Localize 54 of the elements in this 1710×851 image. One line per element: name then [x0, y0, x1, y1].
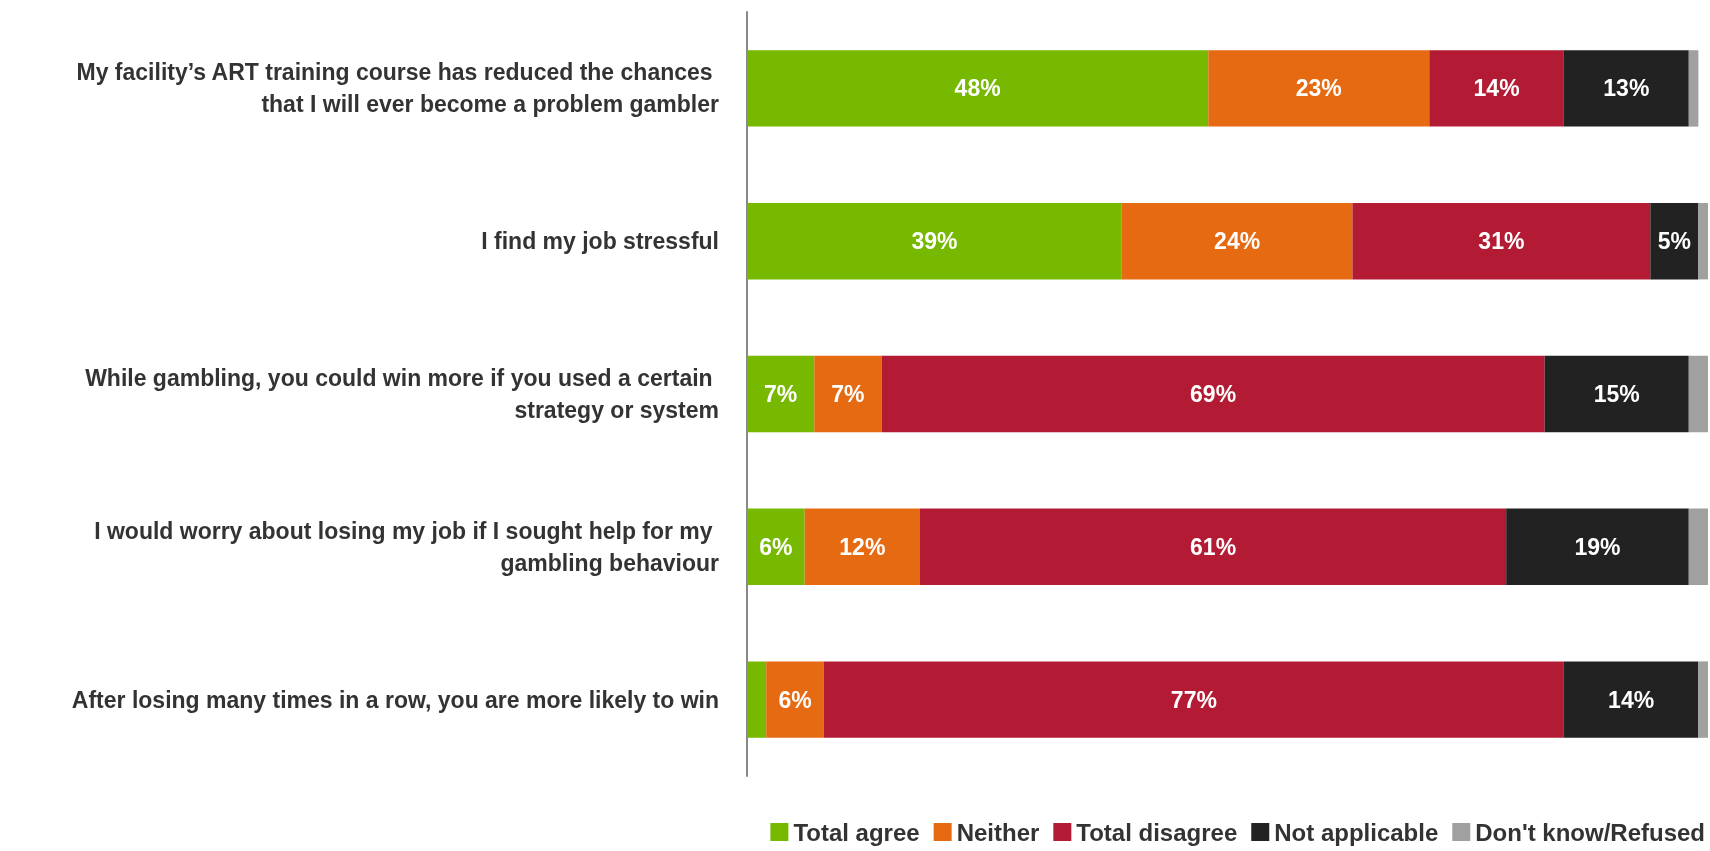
bar — [1698, 203, 1708, 280]
bar — [747, 203, 1122, 280]
legend-label: Total agree — [793, 818, 920, 846]
data-label: 5% — [1657, 228, 1691, 255]
bar — [1563, 50, 1689, 127]
bar — [1208, 50, 1430, 127]
legend-label: Not applicable — [1274, 818, 1439, 846]
bar — [1650, 203, 1699, 280]
data-label: 24% — [1214, 228, 1261, 255]
data-label: 13% — [1603, 75, 1650, 102]
legend-label: Neither — [956, 818, 1040, 846]
bar — [747, 508, 805, 585]
data-label: 6% — [759, 533, 793, 560]
bar — [1121, 203, 1353, 280]
bar — [1563, 661, 1699, 738]
data-label: 14% — [1473, 75, 1520, 102]
bar — [814, 355, 882, 433]
bar — [1352, 203, 1651, 280]
y-tick-label: While gambling, you could win more if you used a certain strategy or system — [85, 365, 719, 423]
bar — [1429, 50, 1564, 127]
data-label: 61% — [1190, 533, 1237, 560]
y-tick-label: I find my job stressful — [481, 228, 719, 255]
data-label: 31% — [1478, 228, 1525, 255]
bar — [804, 508, 920, 585]
bar — [1506, 508, 1689, 585]
data-label: 7% — [831, 381, 865, 407]
bar — [747, 355, 815, 433]
y-tick-label: I would worry about losing my job if I sought help for my gambling behaviour — [94, 517, 720, 576]
bar — [881, 355, 1545, 433]
bar — [1698, 661, 1708, 738]
bar — [1544, 355, 1689, 433]
legend-label: Don't know/Refused — [1475, 818, 1706, 846]
bar — [1688, 355, 1708, 433]
data-label: 15% — [1593, 381, 1640, 407]
data-label: 12% — [839, 533, 886, 560]
bar — [1688, 50, 1699, 127]
bar — [1688, 508, 1708, 585]
bar — [747, 661, 767, 738]
data-label: 69% — [1190, 381, 1237, 407]
bar — [919, 508, 1507, 585]
data-label: 19% — [1574, 533, 1621, 560]
y-tick-label: After losing many times in a row, you are more likely to win — [71, 686, 719, 713]
bar — [747, 50, 1209, 127]
data-label: 23% — [1295, 75, 1342, 102]
data-label: 39% — [911, 228, 958, 255]
data-label: 7% — [764, 381, 798, 407]
data-label: 6% — [778, 686, 812, 713]
data-label: 48% — [954, 75, 1001, 102]
y-tick-label: My facility’s ART training course has reduced the chances that I will ever become a problem gambler — [76, 59, 720, 118]
data-label: 14% — [1608, 686, 1655, 713]
bar — [766, 661, 824, 738]
bar — [823, 661, 1564, 738]
data-label: 77% — [1170, 686, 1217, 713]
legend-label: Total disagree — [1076, 818, 1238, 846]
